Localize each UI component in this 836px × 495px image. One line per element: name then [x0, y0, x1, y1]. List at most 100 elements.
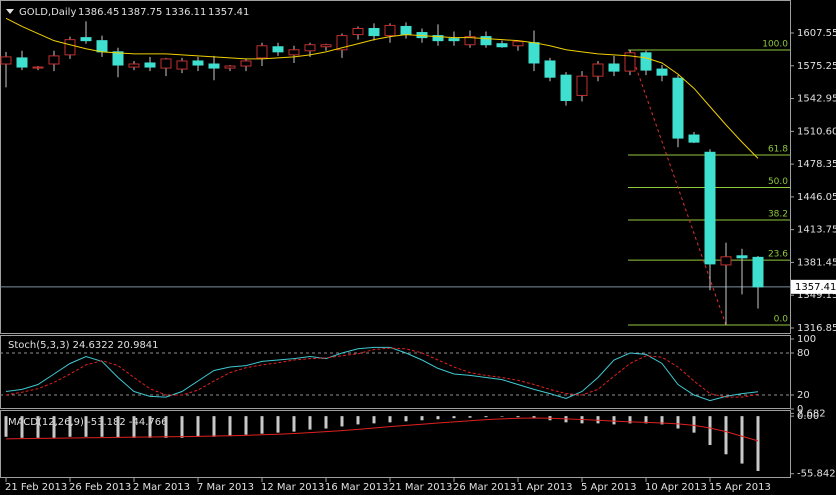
header-close: 1357.41	[208, 7, 249, 18]
y-tick-label: 1575.25	[797, 61, 836, 72]
macd-bar	[116, 416, 120, 438]
macd-bar	[724, 416, 728, 455]
x-tick-label: 16 Mar 2013	[325, 482, 388, 493]
macd-bar	[404, 416, 408, 422]
candle-body	[624, 52, 636, 72]
candle-body	[672, 77, 684, 139]
macd-bar	[84, 416, 88, 437]
candle-body	[736, 255, 748, 259]
macd-bar	[260, 416, 264, 434]
macd-bar	[420, 416, 424, 421]
stoch-line	[5, 346, 759, 402]
chart-title: GOLD,Daily	[19, 7, 76, 18]
macd-bar	[196, 416, 200, 437]
candle-body	[112, 51, 124, 66]
fibo-label: 38.2	[768, 209, 788, 219]
macd-bar	[292, 416, 296, 432]
candle-body	[224, 65, 236, 69]
stoch-title: Stoch(5,3,3) 24.6322 20.9841	[8, 340, 159, 351]
candle-body	[16, 57, 28, 68]
x-tick-label: 1 Apr 2013	[517, 482, 572, 493]
macd-bar	[20, 416, 24, 438]
candle-body	[640, 52, 652, 71]
macd-bar	[756, 416, 760, 471]
candle-body	[400, 25, 412, 36]
candle-body	[144, 62, 156, 68]
candle-body	[656, 68, 668, 76]
candle-body	[240, 60, 252, 67]
macd-bar	[148, 416, 152, 438]
candle-body	[128, 63, 140, 68]
macd-bar	[164, 416, 168, 438]
fibo-label: 23.6	[768, 250, 788, 260]
macd-bar	[308, 416, 312, 430]
macd-bar	[4, 416, 8, 437]
candle-body	[160, 58, 172, 69]
y-tick-label: 1510.60	[797, 126, 836, 137]
y-tick-label: 1478.35	[797, 159, 836, 170]
macd-bar	[660, 416, 664, 425]
macd-bar	[740, 416, 744, 464]
x-tick-label: 21 Feb 2013	[5, 482, 67, 493]
y-tick-label: 20	[797, 390, 810, 401]
macd-bar	[36, 416, 40, 438]
x-tick-label: 7 Mar 2013	[197, 482, 254, 493]
header-high: 1387.75	[121, 7, 162, 18]
candle-body	[288, 49, 300, 56]
candle-body	[48, 55, 60, 65]
candle-body	[576, 75, 588, 96]
macd-bar	[516, 416, 520, 418]
y-tick-label: 1381.45	[797, 257, 836, 268]
candle-body	[560, 74, 572, 102]
candle-body	[32, 66, 44, 69]
macd-bar	[132, 416, 136, 438]
candle-body	[96, 40, 108, 53]
macd-bar	[468, 416, 472, 418]
macd-bar	[324, 416, 328, 429]
current-price-box	[791, 279, 836, 294]
candle-body	[64, 39, 76, 56]
macd-bar	[628, 416, 632, 424]
fibo-label: 50.0	[768, 177, 788, 187]
macd-bar	[340, 416, 344, 427]
candle-body	[368, 27, 380, 37]
candle-body	[384, 24, 396, 37]
macd-bar	[644, 416, 648, 424]
macd-bar	[692, 416, 696, 433]
fibo-label: 100.0	[762, 39, 788, 49]
candle-body	[320, 44, 332, 48]
macd-bar	[708, 416, 712, 446]
macd-bar	[244, 416, 248, 435]
macd-panel-frame	[0, 410, 791, 478]
candle-body	[80, 37, 92, 42]
x-tick-label: 26 Feb 2013	[69, 482, 131, 493]
y-tick-label: 1446.05	[797, 192, 836, 203]
y-tick-label: 0.00	[797, 411, 819, 422]
x-tick-label: 10 Apr 2013	[645, 482, 707, 493]
y-tick-label: 1413.75	[797, 225, 836, 236]
macd-bar	[372, 416, 376, 424]
stoch-line	[5, 347, 759, 398]
macd-bar	[612, 416, 616, 425]
stoch-panel-frame	[0, 335, 791, 409]
candle-body	[304, 44, 316, 52]
macd-bar	[100, 416, 104, 437]
x-tick-label: 12 Mar 2013	[261, 482, 324, 493]
candle-body	[512, 41, 524, 47]
macd-bar	[452, 416, 456, 419]
x-tick-label: 2 Mar 2013	[133, 482, 190, 493]
menu-triangle	[6, 9, 14, 14]
candle-body	[208, 63, 220, 69]
macd-bar	[212, 416, 216, 437]
fibo-label: 0.0	[774, 314, 789, 324]
x-tick-label: 15 Apr 2013	[709, 482, 771, 493]
candle-body	[256, 45, 268, 59]
candle-body	[688, 134, 700, 143]
candle-body	[720, 256, 732, 266]
macd-bar	[532, 416, 536, 419]
macd-title: MACD(12,26,9) -53.182 -44.766	[8, 417, 168, 428]
macd-bar	[356, 416, 360, 425]
candle-body	[272, 46, 284, 53]
